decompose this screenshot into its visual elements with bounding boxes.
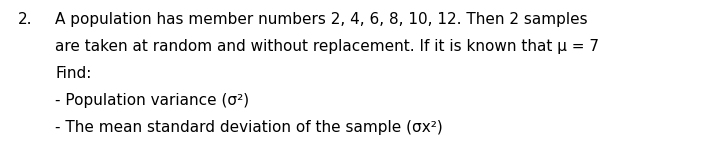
Text: - Population variance (σ²): - Population variance (σ²)	[55, 93, 249, 108]
Text: - The mean standard deviation of the sample (σx²): - The mean standard deviation of the sam…	[55, 120, 443, 135]
Text: 2.: 2.	[18, 12, 32, 27]
Text: Find:: Find:	[55, 66, 91, 81]
Text: A population has member numbers 2, 4, 6, 8, 10, 12. Then 2 samples: A population has member numbers 2, 4, 6,…	[55, 12, 587, 27]
Text: are taken at random and without replacement. If it is known that μ = 7: are taken at random and without replacem…	[55, 39, 599, 54]
